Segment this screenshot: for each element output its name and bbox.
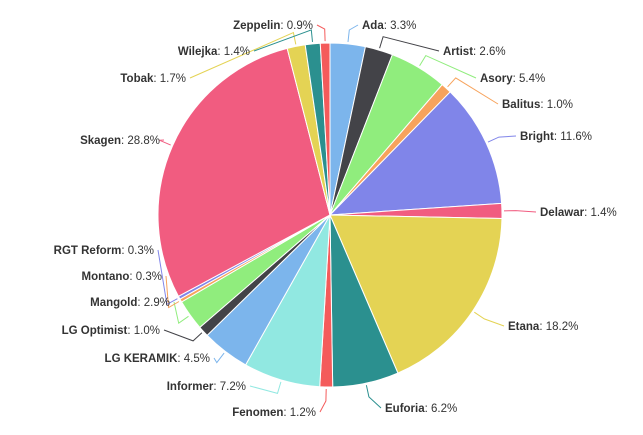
data-label-name: Zeppelin bbox=[233, 20, 280, 32]
data-label-euforia: Euforia: 6.2% bbox=[385, 403, 457, 415]
leader-line-informer bbox=[249, 381, 282, 395]
pie-slice-skagen[interactable] bbox=[157, 47, 331, 297]
data-label-value: : 2.6% bbox=[473, 46, 506, 58]
leader-line-rgt-reform bbox=[157, 249, 178, 306]
data-label-name: LG Optimist bbox=[62, 325, 128, 337]
data-label-value: : 11.6% bbox=[554, 131, 592, 143]
leader-line-delawar bbox=[503, 210, 537, 213]
data-label-etana: Etana: 18.2% bbox=[508, 321, 578, 333]
data-label-value: : 5.4% bbox=[513, 73, 546, 85]
data-label-artist: Artist: 2.6% bbox=[443, 46, 506, 58]
data-label-tobak: Tobak: 1.7% bbox=[120, 73, 186, 85]
data-label-name: Artist bbox=[443, 46, 473, 58]
pie-slice-etana[interactable] bbox=[329, 214, 503, 374]
leader-line-bright bbox=[487, 135, 517, 143]
data-label-value: : 18.2% bbox=[539, 321, 578, 333]
data-label-name: Delawar bbox=[540, 207, 585, 219]
data-label-name: Wilejka bbox=[178, 46, 218, 58]
leader-line-etana bbox=[474, 311, 505, 327]
pie-slices bbox=[157, 42, 503, 388]
data-label-value: : 1.4% bbox=[217, 46, 250, 58]
data-label-lg-keramik: LG KERAMIK: 4.5% bbox=[105, 353, 210, 365]
data-label-skagen: Skagen: 28.8% bbox=[80, 135, 160, 147]
data-label-name: Fenomen bbox=[232, 407, 283, 419]
data-label-value: : 4.5% bbox=[177, 353, 210, 365]
data-label-value: : 1.7% bbox=[153, 73, 186, 85]
data-label-name: LG KERAMIK bbox=[105, 353, 179, 365]
data-label-rgt-reform: RGT Reform: 0.3% bbox=[54, 245, 154, 257]
data-label-name: Etana bbox=[508, 321, 540, 333]
data-label-value: : 28.8% bbox=[121, 135, 160, 147]
data-label-value: : 7.2% bbox=[213, 381, 246, 393]
leader-line-artist bbox=[379, 36, 440, 52]
leader-line-lg-keramik bbox=[213, 352, 225, 364]
data-label-name: Ada bbox=[362, 20, 384, 32]
data-label-value: : 0.3% bbox=[129, 271, 162, 283]
pie-slice-bright[interactable] bbox=[328, 91, 503, 216]
data-label-value: : 6.2% bbox=[425, 403, 458, 415]
leader-line-mangold bbox=[173, 301, 189, 325]
data-label-lg-optimist: LG Optimist: 1.0% bbox=[62, 325, 160, 337]
data-label-name: Informer bbox=[167, 381, 214, 393]
data-label-montano: Montano: 0.3% bbox=[81, 271, 162, 283]
data-label-name: Skagen bbox=[80, 135, 121, 147]
data-label-wilejka: Wilejka: 1.4% bbox=[178, 46, 250, 58]
data-label-mangold: Mangold: 2.9% bbox=[90, 297, 170, 309]
data-label-fenomen: Fenomen: 1.2% bbox=[232, 407, 316, 419]
data-label-balitus: Balitus: 1.0% bbox=[502, 99, 573, 111]
leader-line-skagen bbox=[159, 139, 171, 146]
data-label-bright: Bright: 11.6% bbox=[520, 131, 592, 143]
data-label-value: : 3.3% bbox=[384, 20, 417, 32]
data-label-informer: Informer: 7.2% bbox=[167, 381, 246, 393]
data-label-value: : 0.3% bbox=[121, 245, 154, 257]
data-label-name: Balitus bbox=[502, 99, 540, 111]
leader-line-asory bbox=[419, 54, 477, 79]
label-connectors bbox=[157, 24, 537, 413]
data-label-asory: Asory: 5.4% bbox=[480, 73, 545, 85]
leader-line-euforia bbox=[365, 385, 382, 409]
data-label-value: : 1.4% bbox=[584, 207, 617, 219]
data-label-delawar: Delawar: 1.4% bbox=[540, 207, 617, 219]
data-label-value: : 2.9% bbox=[137, 297, 170, 309]
data-label-value: : 0.9% bbox=[280, 20, 313, 32]
data-label-name: Euforia bbox=[385, 403, 425, 415]
leader-line-lg-optimist bbox=[163, 329, 203, 342]
data-label-value: : 1.0% bbox=[127, 325, 160, 337]
data-label-name: Asory bbox=[480, 73, 513, 85]
data-label-zeppelin: Zeppelin: 0.9% bbox=[233, 20, 313, 32]
data-label-value: : 1.0% bbox=[540, 99, 573, 111]
leader-line-zeppelin bbox=[316, 24, 326, 42]
data-label-value: : 1.2% bbox=[283, 407, 316, 419]
data-labels: Ada: 3.3% Artist: 2.6% Asory: 5.4% Balitus:… bbox=[54, 20, 617, 419]
leader-line-ada bbox=[347, 24, 359, 42]
leader-line-montano bbox=[165, 275, 180, 309]
data-label-name: RGT Reform bbox=[54, 245, 122, 257]
leader-line-wilejka bbox=[253, 29, 313, 52]
leader-line-tobak bbox=[189, 31, 297, 79]
data-label-name: Bright bbox=[520, 131, 554, 143]
data-label-name: Tobak bbox=[120, 73, 154, 85]
leader-line-fenomen bbox=[319, 388, 327, 413]
data-label-name: Mangold bbox=[90, 297, 137, 309]
data-label-ada: Ada: 3.3% bbox=[362, 20, 416, 32]
pie-slice-zeppelin[interactable] bbox=[319, 42, 331, 216]
data-label-name: Montano bbox=[81, 271, 129, 283]
leader-line-balitus bbox=[447, 77, 499, 105]
